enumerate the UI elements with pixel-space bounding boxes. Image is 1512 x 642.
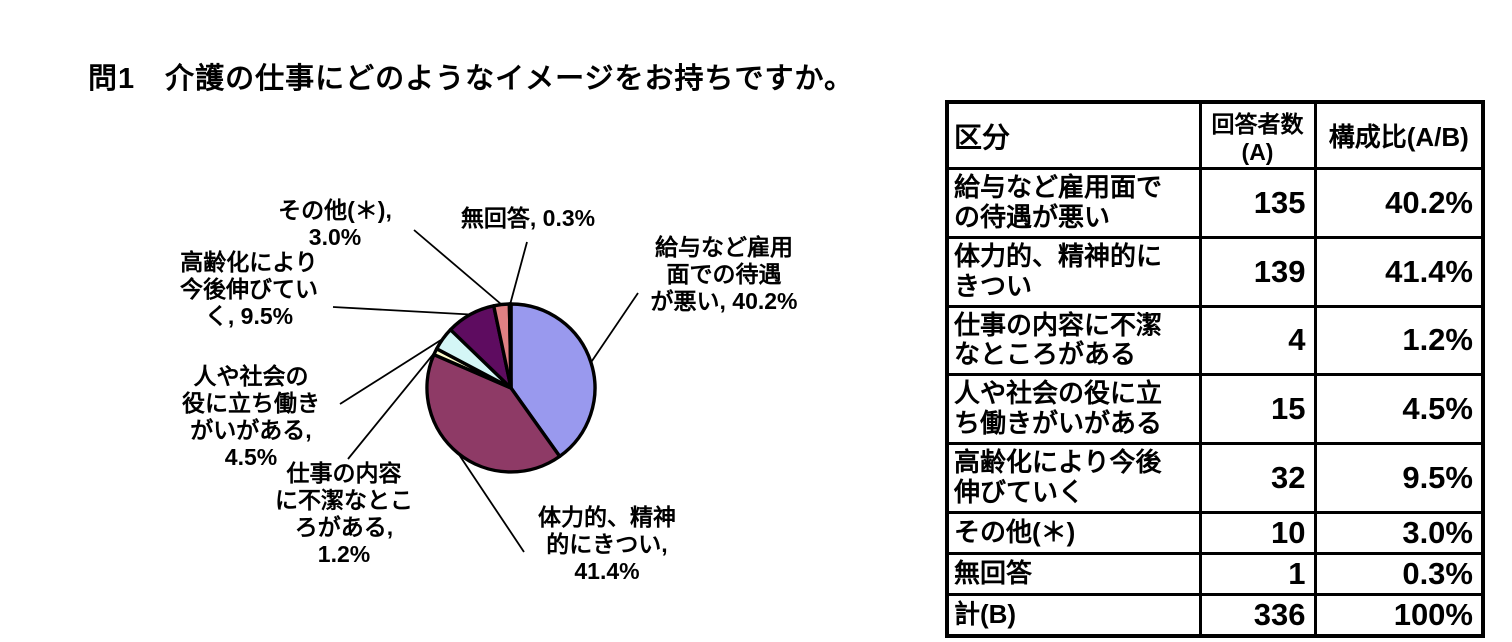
pie-slice-1 bbox=[425, 352, 562, 474]
pie-callout-4: 高齢化により 今後伸びてい く, 9.5% bbox=[180, 249, 318, 330]
cell-count: 1 bbox=[1198, 551, 1317, 596]
table-row-3: 人や社会の役に立 ち働きがいがある 15 4.5% bbox=[945, 373, 1485, 446]
cell-count: 15 bbox=[1198, 373, 1317, 446]
data-table: 区分 回答者数(A) 構成比(A/B) 給与など雇用面で の待遇が悪い 135 40… bbox=[945, 100, 1485, 638]
header-category: 区分 bbox=[945, 100, 1202, 170]
cell-pct: 0.3% bbox=[1313, 551, 1485, 596]
page-title: 問1 介護の仕事にどのようなイメージをお持ちですか。 bbox=[88, 63, 854, 95]
cell-pct: 3.0% bbox=[1313, 510, 1485, 555]
leader-line-4 bbox=[332, 306, 471, 316]
pie-chart: 給与など雇用 面での待遇 が悪い, 40.2% 体力的、精神 的にきつい, 41.… bbox=[180, 197, 798, 585]
table-header-row: 区分 回答者数(A) 構成比(A/B) bbox=[945, 100, 1485, 170]
leader-line-1 bbox=[457, 452, 525, 553]
pie-callout-6: 無回答, 0.3% bbox=[460, 205, 596, 231]
cell-category: 計(B) bbox=[945, 592, 1202, 638]
cell-pct: 40.2% bbox=[1313, 167, 1485, 239]
cell-category: 仕事の内容に不潔 なところがある bbox=[945, 304, 1202, 377]
table-row-2: 仕事の内容に不潔 なところがある 4 1.2% bbox=[945, 304, 1485, 377]
leader-line-5 bbox=[413, 229, 503, 306]
header-respondents: 回答者数(A) bbox=[1198, 100, 1317, 170]
cell-pct: 41.4% bbox=[1313, 235, 1485, 308]
leader-line-3 bbox=[339, 338, 444, 405]
pie-callout-2: 仕事の内容 に不潔なとこ ろがある, 1.2% bbox=[275, 460, 413, 568]
table-row-6: 無回答 1 0.3% bbox=[945, 551, 1485, 596]
table-row-5: その他(＊) 10 3.0% bbox=[945, 510, 1485, 555]
cell-category: その他(＊) bbox=[945, 510, 1202, 555]
cell-category: 人や社会の役に立 ち働きがいがある bbox=[945, 373, 1202, 446]
header-composition: 構成比(A/B) bbox=[1313, 100, 1485, 170]
result-table-section: 区分 回答者数(A) 構成比(A/B) 給与など雇用面で の待遇が悪い 135 40… bbox=[945, 100, 1490, 642]
cell-count: 32 bbox=[1198, 442, 1317, 514]
pie-callout-3: 人や社会の 役に立ち働き がいがある, 4.5% bbox=[182, 363, 320, 471]
pie-slice-6 bbox=[507, 302, 513, 390]
cell-pct: 100% bbox=[1313, 592, 1485, 638]
table-row-7: 計(B) 336 100% bbox=[945, 592, 1485, 638]
table-row-1: 体力的、精神的に きつい 139 41.4% bbox=[945, 235, 1485, 308]
table-row-0: 給与など雇用面で の待遇が悪い 135 40.2% bbox=[945, 167, 1485, 239]
pie-callout-5: その他(＊), 3.0% bbox=[278, 197, 392, 251]
cell-count: 10 bbox=[1198, 510, 1317, 555]
cell-category: 体力的、精神的に きつい bbox=[945, 235, 1202, 308]
cell-category: 給与など雇用面で の待遇が悪い bbox=[945, 167, 1202, 239]
cell-category: 高齢化により今後 伸びていく bbox=[945, 442, 1202, 514]
leader-line-6 bbox=[509, 241, 528, 305]
pie-callout-0: 給与など雇用 面での待遇 が悪い, 40.2% bbox=[650, 234, 798, 315]
cell-pct: 9.5% bbox=[1313, 442, 1485, 514]
cell-count: 135 bbox=[1198, 167, 1317, 239]
table-row-4: 高齢化により今後 伸びていく 32 9.5% bbox=[945, 442, 1485, 514]
leader-line-0 bbox=[590, 292, 639, 363]
cell-count: 336 bbox=[1198, 592, 1317, 638]
leader-line-2 bbox=[347, 351, 436, 460]
cell-pct: 1.2% bbox=[1313, 304, 1485, 377]
cell-category: 無回答 bbox=[945, 551, 1202, 596]
pie-chart-svg bbox=[332, 229, 639, 553]
pie-callout-1: 体力的、精神 的にきつい, 41.4% bbox=[538, 504, 676, 585]
pie-slice-0 bbox=[509, 302, 597, 459]
cell-count: 139 bbox=[1198, 235, 1317, 308]
cell-count: 4 bbox=[1198, 304, 1317, 377]
cell-pct: 4.5% bbox=[1313, 373, 1485, 446]
